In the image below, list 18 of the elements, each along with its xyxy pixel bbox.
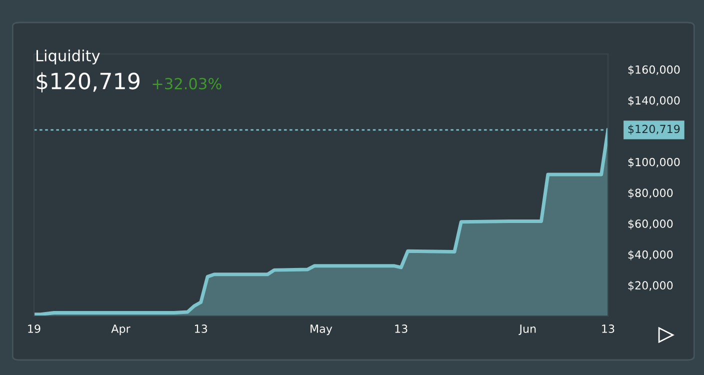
x-tick-label: 13 bbox=[602, 324, 614, 333]
y-tick-label: $60,000 bbox=[628, 219, 673, 230]
x-tick-label: Jun bbox=[518, 324, 536, 335]
x-tick-label: 19 bbox=[28, 324, 40, 333]
y-tick-label: $80,000 bbox=[628, 188, 673, 199]
text: $120,719 bbox=[36, 72, 140, 92]
annotation: +32.03% bbox=[152, 78, 222, 90]
y-tick-label: $160,000 bbox=[628, 65, 680, 76]
x-tick-label: Apr bbox=[111, 324, 130, 336]
chart-title: Liquidity bbox=[36, 50, 100, 64]
y-tick-label: $140,000 bbox=[628, 96, 680, 106]
y-tick-label: $40,000 bbox=[628, 250, 673, 260]
x-tick-label: May bbox=[310, 324, 332, 336]
y-tick-label: $20,000 bbox=[628, 280, 673, 292]
x-tick-label: 13 bbox=[395, 324, 408, 333]
y-tick-label: $100,000 bbox=[628, 158, 680, 168]
ref-line-label: $120,719 bbox=[628, 124, 680, 135]
x-tick-label: 13 bbox=[195, 324, 208, 333]
